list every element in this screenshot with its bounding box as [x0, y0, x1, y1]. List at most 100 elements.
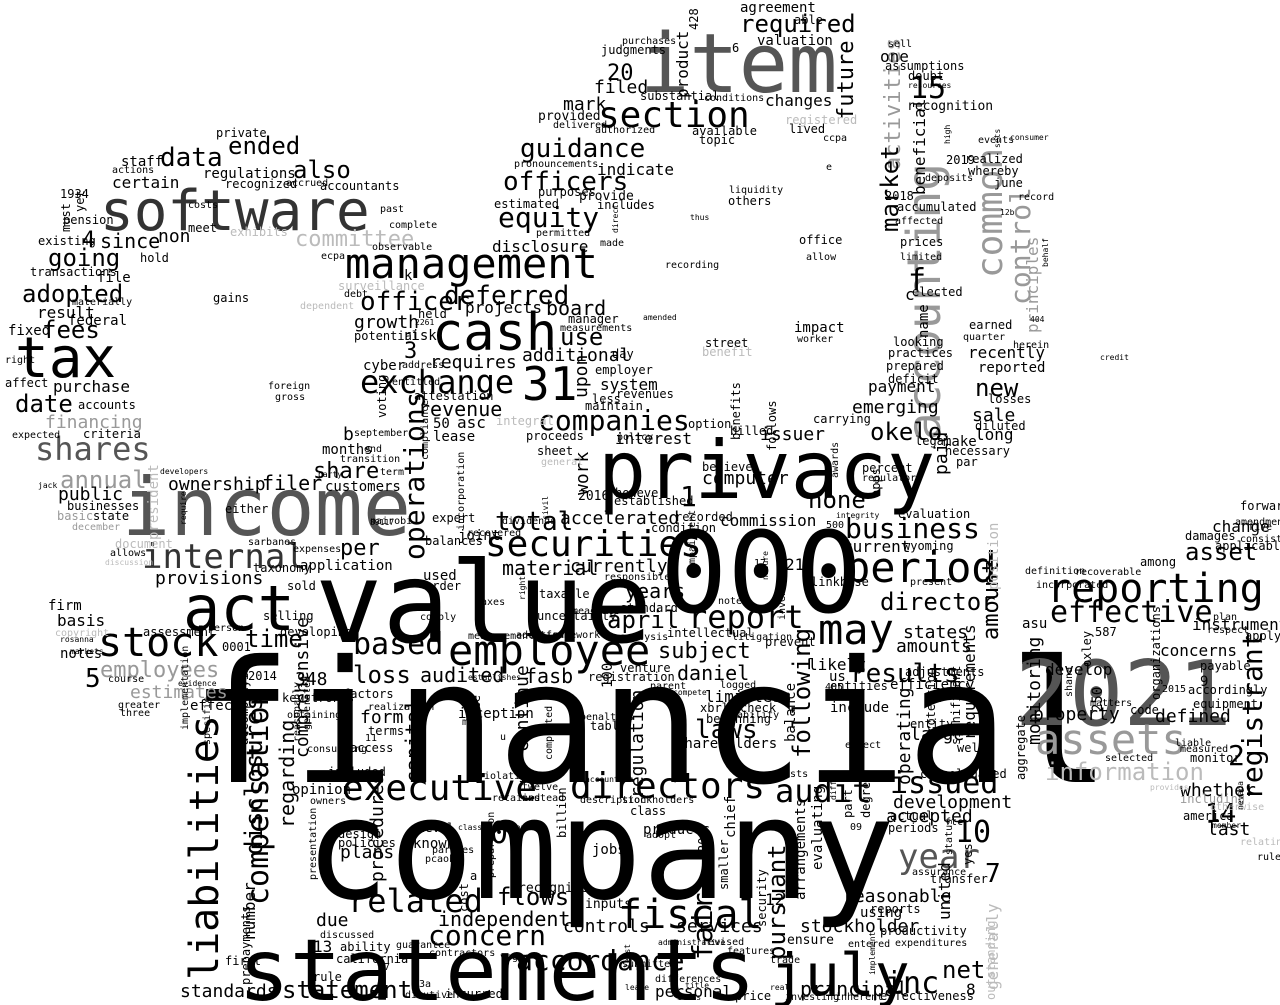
- cloud-word: 1: [680, 480, 697, 513]
- cloud-word: right: [5, 355, 35, 366]
- cloud-word: pcaob: [425, 854, 455, 865]
- cloud-word: laws: [695, 715, 758, 745]
- cloud-word: standards: [180, 981, 278, 1002]
- cloud-word: prepared: [886, 359, 944, 373]
- cloud-word: affected: [895, 216, 943, 227]
- cloud-word: adjustments: [905, 665, 984, 679]
- cloud-word: equipment: [1193, 697, 1258, 711]
- cloud-word: establishes: [468, 673, 521, 682]
- cloud-word: 13a: [413, 979, 431, 990]
- cloud-word: develop: [1045, 660, 1112, 679]
- cloud-word: items: [677, 993, 701, 1002]
- cloud-word: direct: [611, 204, 620, 233]
- cloud-word: expected: [12, 430, 60, 441]
- cloud-word: limitless: [705, 687, 792, 706]
- cloud-word: board: [546, 296, 606, 320]
- cloud-word: assurance: [912, 867, 966, 878]
- cloud-word: purchases: [622, 36, 676, 47]
- cloud-word: principal: [800, 977, 908, 1001]
- cloud-word: long: [975, 425, 1014, 444]
- cloud-word: requirements: [960, 624, 979, 740]
- cloud-word: herein: [1013, 340, 1049, 351]
- cloud-word: stockholders: [622, 795, 694, 806]
- cloud-word: california: [336, 952, 408, 966]
- cloud-word: able: [794, 13, 823, 27]
- cloud-word: preparation: [486, 812, 497, 878]
- cloud-word: purchase: [53, 377, 130, 396]
- cloud-word: continue: [512, 665, 533, 752]
- cloud-word: 8: [966, 980, 976, 999]
- cloud-word: delivered: [553, 120, 607, 131]
- cloud-word: inc: [885, 966, 939, 1001]
- cloud-word: gross: [275, 392, 305, 403]
- cloud-word: least: [623, 944, 632, 968]
- cloud-word: ability: [340, 940, 391, 954]
- cloud-word: follows: [765, 400, 779, 451]
- cloud-word: beneficial: [910, 99, 929, 195]
- cloud-word: whether: [1180, 780, 1256, 801]
- cloud-word: real: [770, 983, 789, 992]
- cloud-word: exhibits: [230, 225, 288, 239]
- cloud-word: tax: [15, 326, 116, 391]
- cloud-word: period: [845, 543, 997, 592]
- cloud-word: nature: [761, 551, 770, 580]
- cloud-word: make: [943, 434, 977, 450]
- cloud-word: person: [208, 623, 244, 634]
- cloud-word: 1934: [60, 187, 89, 201]
- cloud-word: less: [592, 392, 621, 406]
- cloud-word: legal: [915, 434, 951, 448]
- cloud-word: incorporation: [456, 452, 467, 530]
- cloud-word: number: [240, 882, 259, 940]
- cloud-word: accountant: [585, 775, 633, 784]
- cloud-word: amount: [979, 561, 1004, 640]
- cloud-word: whereby: [968, 164, 1019, 178]
- cloud-word: three: [120, 708, 150, 719]
- cloud-word: estimated: [494, 197, 559, 211]
- cloud-word: earned: [969, 318, 1012, 332]
- cloud-word: developing: [280, 625, 352, 639]
- cloud-word: aggregate: [1014, 715, 1028, 780]
- cloud-word: voting: [375, 375, 389, 418]
- cloud-word: sold: [287, 579, 316, 593]
- cloud-word: first: [225, 954, 261, 968]
- cloud-word: reasonably: [292, 682, 303, 742]
- cloud-word: federal: [68, 313, 127, 329]
- cloud-word: losses: [988, 392, 1031, 406]
- cloud-word: dependent: [300, 301, 354, 312]
- cloud-word: audited: [420, 663, 504, 687]
- cloud-word: basis: [57, 611, 105, 630]
- cloud-word: provided: [538, 109, 601, 124]
- cloud-word: parent: [650, 681, 686, 692]
- cloud-word: rules: [1257, 852, 1280, 863]
- cloud-word: 428: [687, 8, 701, 30]
- cloud-word: opinion: [292, 782, 351, 798]
- cloud-word: recovered: [467, 528, 521, 539]
- cloud-word: staff: [121, 154, 163, 170]
- cloud-word: regarding: [275, 720, 299, 828]
- cloud-word: allow: [806, 252, 837, 263]
- cloud-word: services: [676, 916, 763, 937]
- cloud-word: 200: [696, 830, 710, 852]
- cloud-word: course: [108, 674, 144, 685]
- cloud-word: stock: [98, 620, 218, 666]
- cloud-word: present: [910, 577, 952, 588]
- cloud-word: expenditures: [895, 938, 967, 949]
- cloud-word: employees: [100, 658, 219, 683]
- cloud-word: elected: [912, 285, 963, 299]
- cloud-word: 3: [404, 339, 417, 364]
- cloud-word: must: [59, 203, 73, 232]
- cloud-word: generally: [983, 903, 1002, 990]
- cloud-word: 21: [785, 555, 804, 574]
- cloud-word: integral: [496, 414, 554, 428]
- cloud-word: instruments: [1192, 615, 1280, 634]
- cloud-word: time: [245, 625, 303, 653]
- cloud-word: accordingly: [1188, 683, 1267, 697]
- cloud-word: adopt: [646, 830, 676, 841]
- cloud-word: non: [158, 226, 191, 247]
- cloud-word: realized: [965, 152, 1023, 166]
- cloud-word: day: [612, 347, 634, 361]
- cloud-word: expenses: [293, 544, 341, 555]
- cloud-word: december: [72, 522, 120, 533]
- cloud-word: cyber: [363, 358, 405, 374]
- cloud-word: fair: [686, 893, 719, 960]
